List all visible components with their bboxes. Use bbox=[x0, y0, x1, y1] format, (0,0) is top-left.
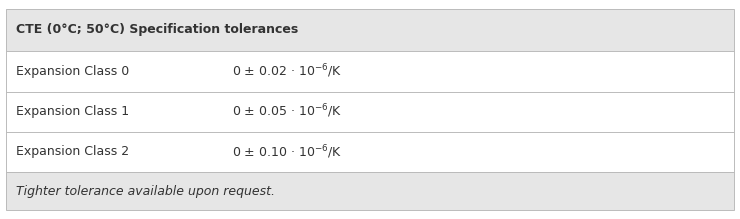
Text: Expansion Class 2: Expansion Class 2 bbox=[16, 145, 129, 159]
Bar bbox=[6, 172, 734, 210]
Text: Expansion Class 1: Expansion Class 1 bbox=[16, 105, 129, 118]
Text: Expansion Class 0: Expansion Class 0 bbox=[16, 65, 129, 78]
Text: 0 ± 0.02 · 10$^{-6}$/K: 0 ± 0.02 · 10$^{-6}$/K bbox=[232, 63, 342, 80]
Bar bbox=[6, 132, 734, 172]
Text: 0 ± 0.05 · 10$^{-6}$/K: 0 ± 0.05 · 10$^{-6}$/K bbox=[232, 103, 342, 120]
Text: 0 ± 0.10 · 10$^{-6}$/K: 0 ± 0.10 · 10$^{-6}$/K bbox=[232, 143, 342, 161]
Bar bbox=[6, 51, 734, 92]
Text: Tighter tolerance available upon request.: Tighter tolerance available upon request… bbox=[16, 185, 275, 198]
Bar bbox=[6, 9, 734, 51]
Text: CTE (0°C; 50°C) Specification tolerances: CTE (0°C; 50°C) Specification tolerances bbox=[16, 23, 297, 37]
Bar bbox=[6, 92, 734, 132]
